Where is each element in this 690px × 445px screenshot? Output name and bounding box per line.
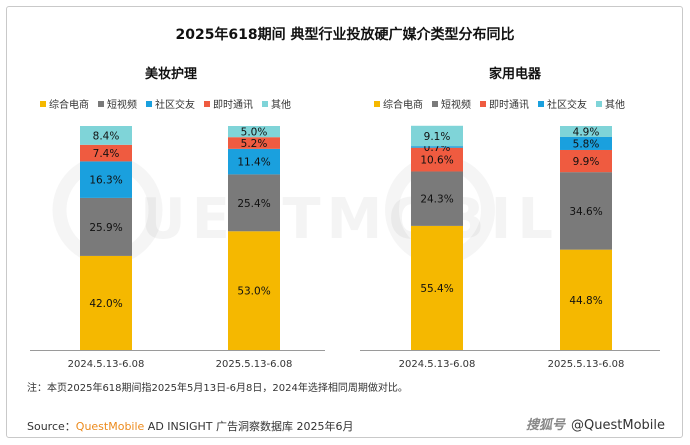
- data-label: 5.8%: [573, 138, 600, 150]
- data-label: 16.3%: [89, 175, 122, 187]
- footnote: 注：本页2025年618期间指2025年5月13日-6月8日，2024年选择相同…: [27, 379, 408, 394]
- credit: 搜狐号 @QuestMobile: [526, 414, 665, 433]
- data-label: 42.0%: [89, 298, 122, 310]
- credit-handle: @QuestMobile: [571, 418, 665, 433]
- data-label: 25.4%: [237, 198, 270, 210]
- x-tick-label: 2025.5.13-6.08: [216, 359, 293, 370]
- data-label: 10.6%: [420, 155, 453, 167]
- source-rest: AD INSIGHT 广告洞察数据库 2025年6月: [144, 420, 353, 433]
- data-label: 44.8%: [569, 295, 602, 307]
- data-label: 7.4%: [93, 148, 120, 160]
- x-tick-label: 2024.5.13-6.08: [399, 359, 476, 370]
- source-line: Source：QuestMobile AD INSIGHT 广告洞察数据库 20…: [27, 418, 354, 434]
- data-label: 8.4%: [93, 130, 120, 142]
- data-label: 53.0%: [237, 286, 270, 298]
- data-label: 9.1%: [424, 131, 451, 143]
- data-label: 11.4%: [237, 157, 270, 169]
- data-label: 24.3%: [420, 194, 453, 206]
- data-label: 5.2%: [241, 138, 268, 150]
- data-label: 5.0%: [241, 127, 268, 139]
- data-label: 25.9%: [89, 222, 122, 234]
- source-prefix: Source：: [27, 420, 76, 433]
- x-tick-label: 2024.5.13-6.08: [68, 359, 145, 370]
- data-label: 34.6%: [569, 206, 602, 218]
- source-brand: QuestMobile: [76, 420, 145, 433]
- credit-watermark: 搜狐号: [526, 418, 565, 433]
- data-label: 55.4%: [420, 283, 453, 295]
- data-label: 9.9%: [573, 156, 600, 168]
- x-tick-label: 2025.5.13-6.08: [548, 359, 625, 370]
- data-label: 4.9%: [573, 126, 600, 138]
